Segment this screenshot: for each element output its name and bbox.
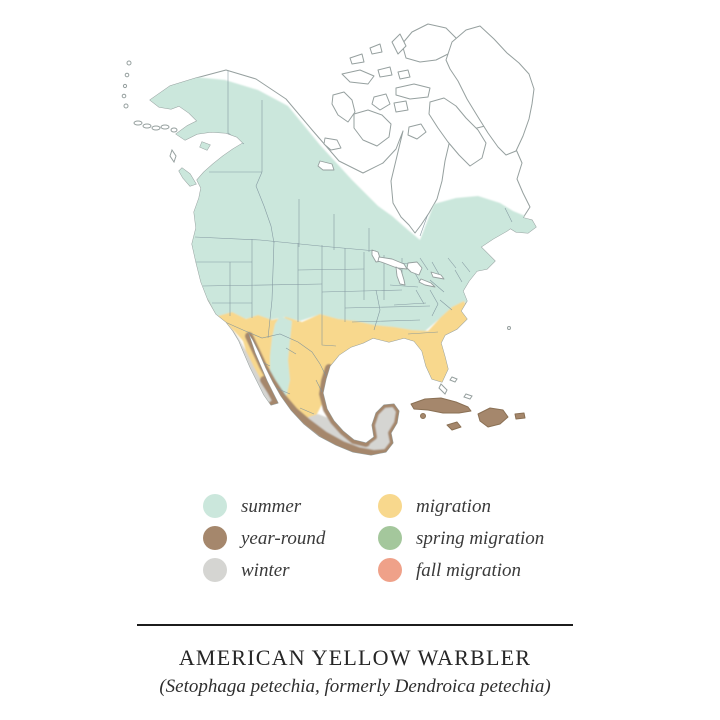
legend-item-fall-migration: fall migration [378,554,544,586]
legend-label: fall migration [416,559,522,581]
migration-swatch [378,494,402,518]
arctic-islands [331,23,535,167]
greenland [445,25,535,156]
puerto-rico [514,412,526,420]
year-round-swatch [203,526,227,550]
legend-item-migration: migration [378,490,544,522]
cuba [410,397,472,414]
aleutian-islands [121,60,511,330]
legend-label: spring migration [416,527,545,549]
great-lakes [317,137,445,288]
spring-migration-swatch [378,526,402,550]
legend-label: year-round [241,527,326,549]
legend-item-spring-migration: spring migration [378,522,544,554]
legend-item-winter: winter [203,554,325,586]
legend-column-left: summer year-round winter [203,490,325,586]
summer-swatch [203,494,227,518]
range-map [121,23,537,456]
legend-item-year-round: year-round [203,522,325,554]
hispaniola [477,407,509,428]
legend-item-summer: summer [203,490,325,522]
fall-migration-swatch [378,558,402,582]
species-title: AMERICAN YELLOW WARBLER [178,645,532,670]
legend-label: summer [241,495,302,517]
legend-label: winter [241,559,290,581]
isla-juventud [420,413,426,419]
divider-rule [137,624,573,626]
jamaica [446,421,462,431]
legend-column-right: migration spring migration fall migratio… [378,490,544,586]
legend-label: migration [416,495,491,517]
species-scientific-name: (Setophaga petechia, formerly Dendroica … [159,676,551,697]
summer-range-region [150,70,536,332]
north-america-map-svg [121,23,537,456]
caribbean-islands-year-round [410,397,526,431]
winter-swatch [203,558,227,582]
